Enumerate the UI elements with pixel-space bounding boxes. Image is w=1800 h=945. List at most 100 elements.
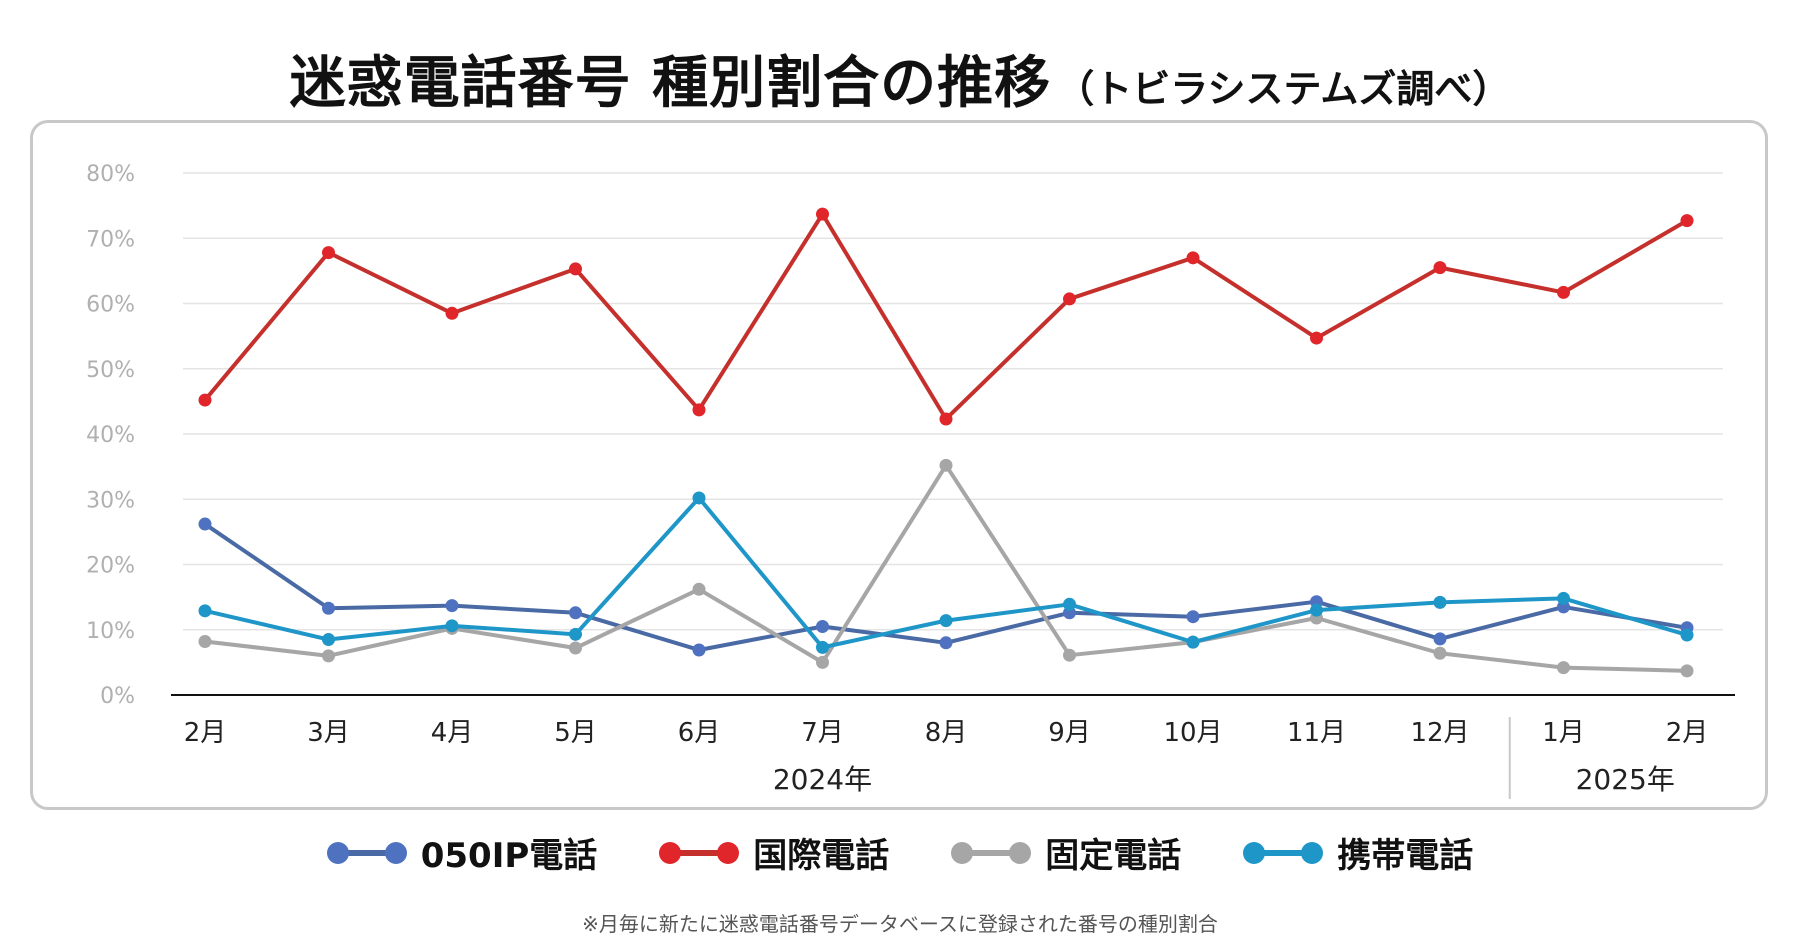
data-point (939, 412, 953, 426)
y-tick-label: 0% (100, 684, 135, 709)
data-point (1186, 610, 1200, 624)
y-tick-label: 60% (86, 293, 135, 318)
data-point (692, 582, 706, 596)
y-tick-label: 40% (86, 423, 135, 448)
x-tick-label: 2月 (1666, 718, 1709, 748)
data-point (445, 599, 459, 613)
data-point (939, 614, 953, 628)
legend-line (1253, 849, 1314, 856)
data-point (816, 619, 829, 633)
x-tick-label: 4月 (431, 718, 474, 748)
legend-swatch (951, 841, 1032, 865)
y-tick-label: 80% (86, 162, 135, 187)
y-tick-label: 30% (86, 488, 135, 513)
legend-marker (1009, 841, 1032, 864)
data-point (816, 640, 829, 654)
data-point (198, 517, 212, 531)
line-chart: 0% 10% 20% 30% 40% 50% 60% 70% 80% 2月 3月 4月 5月 6月 7月 8月… (86, 162, 1735, 799)
data-point (198, 393, 212, 407)
legend-marker (951, 841, 974, 864)
legend-line (336, 849, 397, 856)
data-point (1063, 648, 1076, 662)
x-tick-label: 9月 (1048, 718, 1091, 748)
data-point (569, 641, 582, 655)
data-point (1063, 597, 1076, 611)
x-tick-label: 6月 (678, 718, 721, 748)
data-point (692, 491, 706, 505)
data-point (1557, 661, 1570, 675)
legend-item: 国際電話 (659, 828, 889, 877)
data-point (198, 634, 212, 648)
chart-subtitle: （トビラシステムズ調べ） (1056, 67, 1511, 111)
data-point (1433, 632, 1447, 646)
y-tick-label: 10% (86, 619, 135, 644)
legend-label: 携帯電話 (1337, 836, 1474, 876)
data-point (939, 636, 953, 650)
x-tick-label: 7月 (801, 718, 844, 748)
data-point (1680, 214, 1694, 228)
legend-marker (717, 841, 740, 864)
legend-marker (326, 841, 349, 864)
data-point (569, 262, 582, 276)
title-block: 迷惑電話番号 種別割合の推移 （トビラシステムズ調べ） (0, 38, 1800, 119)
data-point (569, 606, 582, 620)
chart-title: 迷惑電話番号 種別割合の推移 (289, 51, 1052, 116)
data-point (445, 619, 459, 633)
data-point (1557, 285, 1570, 299)
data-point (692, 643, 706, 657)
data-point (1433, 595, 1447, 609)
data-point (1557, 591, 1570, 605)
data-point (322, 649, 335, 663)
data-point (1310, 331, 1323, 345)
data-point (1680, 664, 1694, 678)
chart-frame: 0% 10% 20% 30% 40% 50% 60% 70% 80% 2月 3月 4月 5月 6月 7月 8月… (30, 120, 1768, 810)
year-label: 2025年 (1576, 763, 1675, 796)
y-tick-label: 70% (86, 227, 135, 252)
x-tick-label: 3月 (307, 718, 350, 748)
legend-swatch (1243, 841, 1324, 865)
x-tick-label: 2月 (184, 718, 227, 748)
legend: 050IP電話 国際電話 固定電話 携帯電話 (0, 828, 1800, 877)
data-point (1186, 635, 1200, 649)
legend-line (961, 849, 1022, 856)
data-point (445, 306, 459, 320)
data-point (816, 655, 829, 669)
footnote: ※月毎に新たに迷惑電話番号データベースに登録された番号の種別割合 (582, 912, 1218, 936)
legend-marker (1243, 841, 1266, 864)
x-tick-label: 5月 (554, 718, 597, 748)
series-line (203, 522, 1689, 652)
x-tick-label: 8月 (925, 718, 968, 748)
data-point (322, 633, 335, 647)
legend-item: 携帯電話 (1243, 828, 1473, 877)
data-point (1310, 603, 1323, 617)
x-tick-label: 11月 (1287, 718, 1346, 748)
legend-swatch (659, 841, 740, 865)
data-point (1063, 292, 1076, 306)
y-tick-label: 50% (86, 358, 135, 383)
legend-marker (1301, 841, 1324, 864)
data-point (569, 627, 582, 641)
y-tick-label: 20% (86, 554, 135, 579)
year-label: 2024年 (773, 763, 872, 796)
data-point (1433, 261, 1447, 275)
data-point (1186, 251, 1200, 265)
data-point (322, 246, 335, 260)
x-tick-label: 10月 (1163, 718, 1222, 748)
data-point (198, 604, 212, 618)
legend-marker (659, 841, 682, 864)
legend-line (669, 849, 730, 856)
data-point (1680, 628, 1694, 642)
x-tick-label: 12月 (1410, 718, 1469, 748)
data-point (322, 601, 335, 615)
data-point (939, 458, 953, 472)
data-point (816, 207, 829, 221)
x-tick-label: 1月 (1542, 718, 1585, 748)
series-line (203, 212, 1689, 421)
legend-marker (384, 841, 407, 864)
legend-item: 050IP電話 (326, 828, 598, 877)
legend-item: 固定電話 (951, 828, 1181, 877)
legend-swatch (326, 841, 407, 865)
legend-label: 050IP電話 (420, 836, 598, 876)
data-point (692, 403, 706, 417)
data-point (1433, 646, 1447, 660)
